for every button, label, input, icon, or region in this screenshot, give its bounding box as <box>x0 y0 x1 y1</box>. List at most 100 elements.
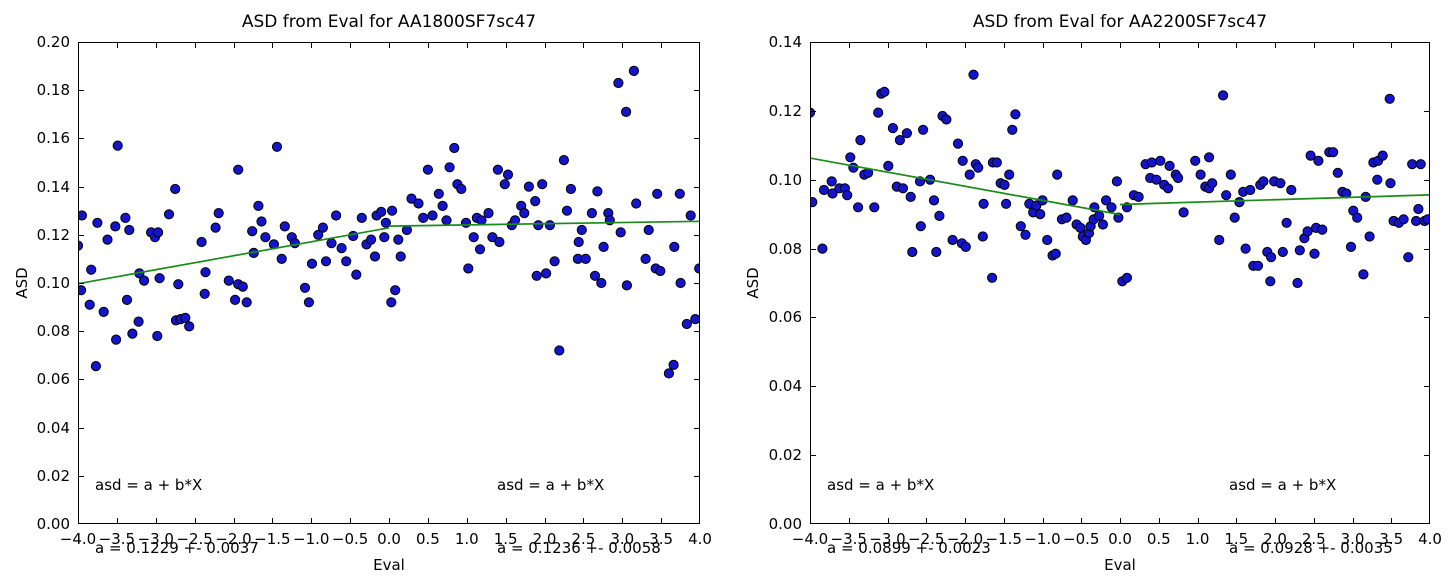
y-tick-label: 0.12 <box>36 225 70 244</box>
scatter-point <box>418 212 429 223</box>
scatter-point <box>1163 183 1174 194</box>
scatter-point <box>1037 195 1048 206</box>
fit-line <box>1119 194 1430 206</box>
scatter-point <box>818 184 830 196</box>
scatter-point <box>1388 215 1399 227</box>
scatter-point <box>149 232 161 243</box>
x-tick-label: −0.5 <box>1063 530 1100 548</box>
scatter-point <box>1373 155 1384 166</box>
scatter-point <box>139 275 150 286</box>
scatter-point <box>690 314 700 325</box>
scatter-point <box>395 251 406 262</box>
scatter-point <box>1255 179 1266 190</box>
scatter-point <box>241 297 252 308</box>
scatter-point <box>964 169 975 180</box>
scatter-point <box>519 208 530 219</box>
scatter-point <box>1415 159 1426 170</box>
scatter-point <box>603 208 614 219</box>
scatter-point <box>925 174 936 185</box>
scatter-point <box>1083 228 1095 239</box>
scatter-point <box>1360 191 1371 202</box>
scatter-point <box>1047 250 1058 261</box>
scatter-point <box>643 224 654 236</box>
scatter-point <box>413 198 424 209</box>
scatter-point <box>1341 188 1352 199</box>
fit-equation: asd = a + b*X <box>95 476 203 494</box>
scatter-point <box>876 88 887 99</box>
x-tick-label: −2.5 <box>908 530 945 548</box>
fit-line <box>388 220 700 227</box>
y-tick-label: 0.00 <box>768 515 802 533</box>
x-tick-label: 2.0 <box>1263 530 1287 548</box>
scatter-point <box>1111 176 1122 187</box>
fit-equation: asd = a + b*X <box>1229 476 1337 494</box>
scatter-point <box>537 179 548 190</box>
scatter-point <box>1411 215 1422 227</box>
x-tick-label: −4.0 <box>59 530 97 548</box>
scatter-point <box>1015 221 1026 232</box>
scatter-point <box>154 273 165 284</box>
scatter-point <box>663 368 675 379</box>
scatter-point <box>1240 243 1251 254</box>
scatter-point <box>987 272 998 283</box>
scatter-point <box>487 232 498 243</box>
scatter-point <box>468 232 479 243</box>
scatter-point <box>1031 200 1042 211</box>
scatter-point <box>873 107 884 118</box>
scatter-point <box>1094 210 1105 221</box>
scatter-point <box>233 279 244 290</box>
x-tick-label: −1.0 <box>1024 530 1061 548</box>
scatter-point <box>289 238 300 249</box>
scatter-point <box>1311 222 1322 233</box>
scatter-point <box>303 297 314 308</box>
y-axis-label: ASD <box>13 267 31 299</box>
scatter-point <box>604 215 615 226</box>
scatter-point <box>1214 234 1225 246</box>
scatter-point <box>268 239 279 250</box>
scatter-point <box>987 157 998 168</box>
fit-a-value: a = 0.0899 +- 0.0023 <box>827 539 991 557</box>
scatter-point <box>973 162 984 173</box>
x-tick-label: −2.5 <box>176 530 213 548</box>
y-tick-label: 0.14 <box>768 33 802 51</box>
scatter-point <box>320 256 332 267</box>
scatter-point <box>102 234 113 245</box>
scatter-point <box>1252 260 1264 271</box>
scatter-point <box>947 234 958 246</box>
scatter-point <box>437 200 448 211</box>
y-tick-label: 0.08 <box>36 322 70 341</box>
scatter-point <box>1056 214 1067 225</box>
scatter-point <box>184 321 195 332</box>
x-tick-label: 2.5 <box>1301 530 1326 548</box>
scatter-point <box>1385 178 1396 189</box>
scatter-point <box>1004 169 1015 180</box>
scatter-point <box>120 212 131 223</box>
scatter-point <box>576 224 587 236</box>
scatter-point <box>628 65 640 76</box>
scatter-point <box>839 183 851 194</box>
scatter-point <box>170 315 182 326</box>
scatter-point <box>1207 178 1218 189</box>
scatter-point <box>941 114 952 125</box>
scatter-point <box>1101 195 1112 206</box>
scatter-point <box>200 267 211 278</box>
scatter-point <box>1020 229 1031 240</box>
scatter-point <box>1146 157 1157 168</box>
scatter-point <box>1035 209 1046 220</box>
scatter-point <box>483 208 494 219</box>
scatter-point <box>810 197 818 208</box>
scatter-point <box>1042 234 1053 246</box>
scatter-point <box>1089 202 1100 213</box>
scatter-point <box>592 186 603 197</box>
scatter-point <box>991 157 1002 168</box>
x-tick-label: −4.0 <box>791 530 829 548</box>
scatter-point <box>1113 212 1124 223</box>
plot-area <box>78 42 700 524</box>
y-tick-label: 0.02 <box>768 446 802 465</box>
scatter-point <box>1071 219 1082 230</box>
scatter-point <box>1159 179 1170 190</box>
scatter-point <box>1309 248 1320 259</box>
x-tick-label: 3.5 <box>649 530 674 548</box>
scatter-point <box>531 270 542 281</box>
scatter-point <box>299 282 311 293</box>
